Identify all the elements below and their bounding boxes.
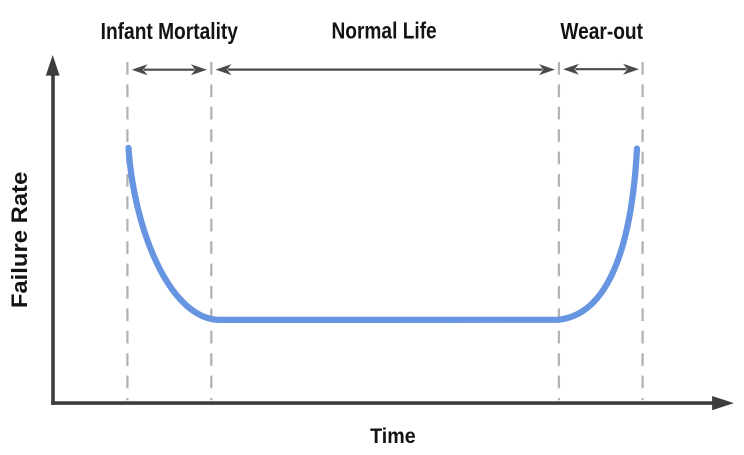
svg-text:Normal Life: Normal Life [332, 18, 437, 44]
svg-text:Infant Mortality: Infant Mortality [101, 18, 238, 44]
svg-text:Failure Rate: Failure Rate [7, 172, 32, 309]
svg-text:Time: Time [370, 424, 416, 448]
svg-text:Wear-out: Wear-out [560, 18, 643, 44]
